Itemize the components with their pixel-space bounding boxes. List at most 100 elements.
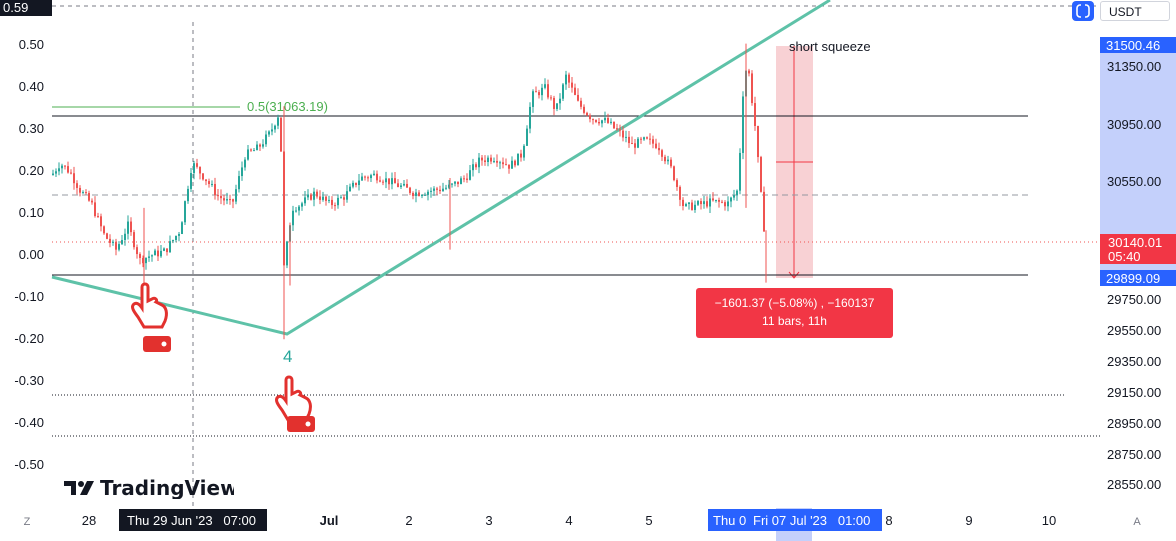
measure-tooltip: −1601.37 (−5.08%) , −160137 11 bars, 11h — [696, 288, 893, 338]
candle-body — [469, 170, 471, 180]
candle-body — [640, 138, 642, 140]
candle-body — [457, 181, 459, 185]
candle-body — [361, 176, 363, 181]
candle-body — [334, 205, 336, 207]
candle-body — [265, 134, 267, 145]
candle-body — [130, 221, 132, 233]
settings-button[interactable] — [1072, 1, 1094, 21]
candle-body — [481, 157, 483, 161]
candle-body — [595, 119, 597, 122]
candle-body — [247, 149, 249, 160]
candle-body — [133, 232, 135, 248]
candle-body — [253, 150, 255, 152]
candle-body — [343, 197, 345, 200]
candle-body — [604, 117, 606, 121]
right-axis-ticks: 31350.00 30950.00 30550.00 29750.00 29550.00… — [1107, 59, 1161, 492]
candle-body — [508, 164, 510, 169]
candle-body — [538, 92, 540, 96]
left-axis-top-label: 0.59 — [0, 0, 52, 16]
candle-body — [514, 160, 516, 166]
candle-body — [181, 222, 183, 235]
high-price-label: 31500.46 — [1106, 38, 1160, 53]
candle-body — [679, 186, 681, 200]
candle-body — [271, 129, 273, 132]
candle-body — [517, 153, 519, 166]
candle-body — [337, 197, 339, 206]
candle-body — [559, 98, 561, 104]
candle-body — [478, 157, 480, 168]
candle-body — [655, 143, 657, 149]
left-axis-tick: -0.20 — [14, 331, 44, 346]
currency-select[interactable]: USDT — [1100, 1, 1170, 21]
candle-body — [760, 157, 762, 192]
candle-body — [418, 192, 420, 196]
current-price-badge — [1100, 234, 1176, 264]
candle-body — [688, 202, 690, 205]
candle-body — [445, 187, 447, 189]
candle-body — [190, 173, 192, 189]
candle-body — [85, 192, 87, 194]
candle-body — [118, 244, 120, 250]
candle-body — [274, 125, 276, 130]
candle-body — [313, 191, 315, 200]
right-axis-tick: 30550.00 — [1107, 174, 1161, 189]
time-axis-tick: 10 — [1042, 513, 1056, 528]
measure-arrow — [788, 271, 800, 279]
left-axis-tick: 0.40 — [19, 79, 44, 94]
candle-body — [748, 70, 750, 74]
candle-body — [499, 162, 501, 164]
time-axis-tick: 2 — [405, 513, 412, 528]
candle-body — [307, 194, 309, 198]
candle-body — [544, 84, 546, 88]
candle-body — [346, 191, 348, 200]
trendline[interactable] — [51, 0, 831, 336]
candle-body — [721, 201, 723, 203]
candle-body — [412, 192, 414, 196]
candle-body — [391, 178, 393, 185]
candle-body — [406, 183, 408, 188]
candle-body — [64, 165, 66, 167]
candle-body — [178, 234, 180, 236]
candle-body — [220, 195, 222, 199]
time-axis-tick: 9 — [965, 513, 972, 528]
candle-body — [460, 178, 462, 185]
time-axis-tick: Jul — [320, 513, 339, 528]
candle-body — [448, 184, 450, 188]
right-axis-tick: 29550.00 — [1107, 323, 1161, 338]
candle-body — [229, 199, 231, 201]
candle-body — [511, 160, 513, 169]
candle-body — [151, 255, 153, 257]
timezone-letter[interactable]: Z — [24, 516, 31, 528]
candle-body — [166, 248, 168, 253]
candle-body — [541, 87, 543, 96]
tradingview-logo[interactable]: TradingView — [64, 475, 239, 500]
candle-body — [556, 103, 558, 109]
candle-body — [211, 183, 213, 185]
candle-body — [634, 143, 636, 148]
candle-body — [736, 190, 738, 196]
candle-body — [157, 250, 159, 257]
candle-body — [364, 176, 366, 178]
candle-body — [487, 157, 489, 163]
candle-body — [238, 176, 240, 190]
time-axis-tick: 5 — [645, 513, 652, 528]
auto-scale-button[interactable]: A — [1133, 516, 1141, 528]
candle-body — [79, 187, 81, 193]
candle-body — [565, 74, 567, 85]
measure-change-text: −1601.37 (−5.08%) , −160137 — [714, 296, 875, 310]
candle-body — [466, 178, 468, 180]
candle-body — [100, 216, 102, 227]
candle-body — [214, 183, 216, 196]
candle-body — [163, 248, 165, 251]
candle-body — [568, 74, 570, 83]
candle-body — [241, 167, 243, 177]
right-axis-tick: 28550.00 — [1107, 477, 1161, 492]
candle-body — [622, 130, 624, 138]
candle-body — [340, 197, 342, 199]
candle-body — [352, 182, 354, 187]
candle-body — [202, 173, 204, 180]
candle-body — [646, 137, 648, 139]
candle-body — [574, 87, 576, 95]
candle-body — [535, 91, 537, 93]
